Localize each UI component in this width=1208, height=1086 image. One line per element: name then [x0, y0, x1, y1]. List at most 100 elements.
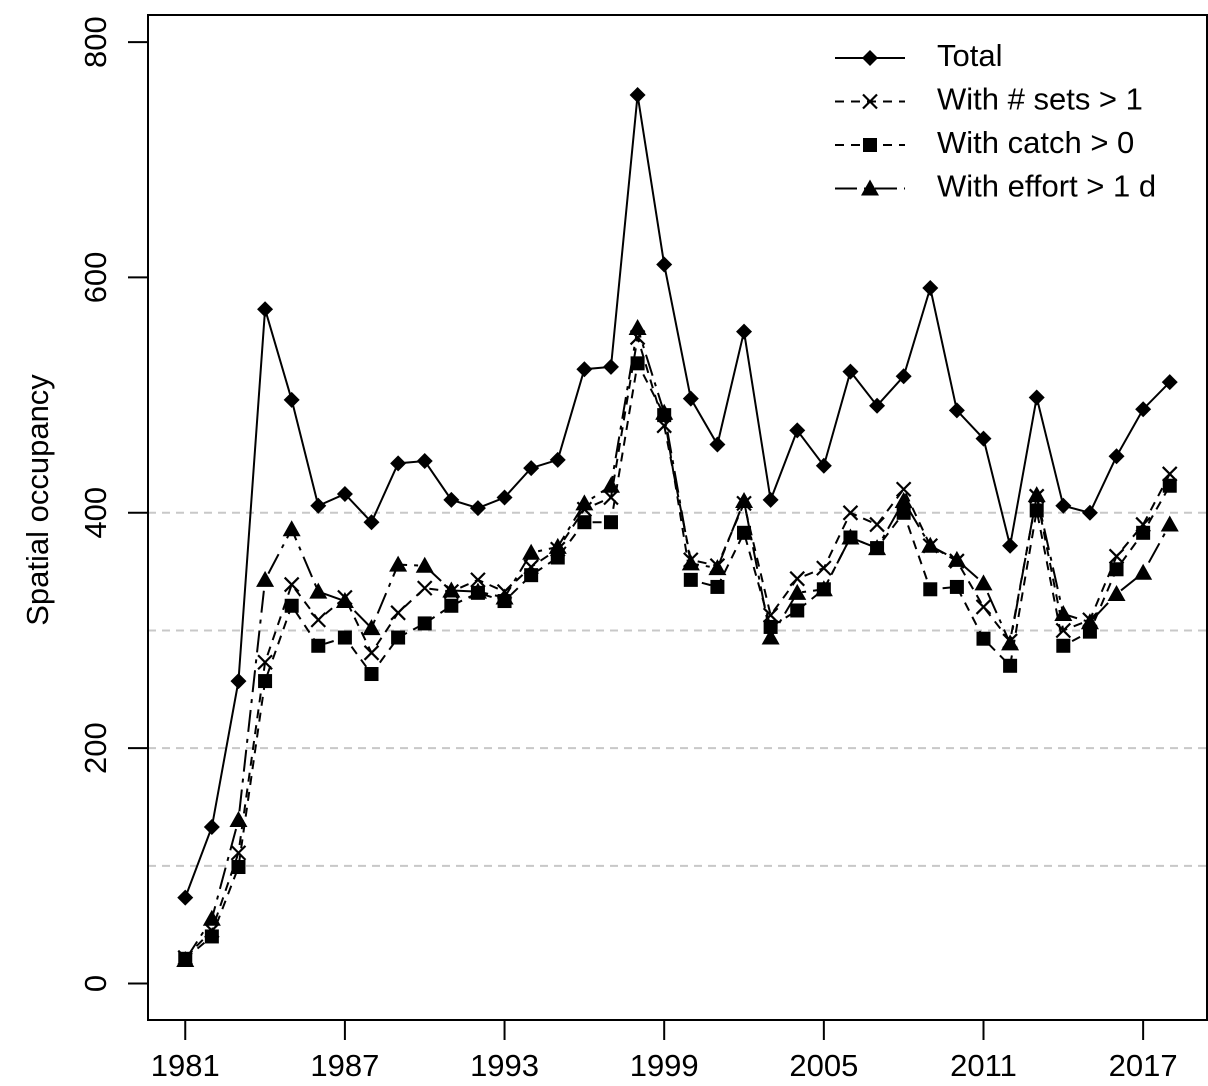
- marker-x: [283, 576, 300, 593]
- plot-frame: [147, 14, 1208, 1021]
- marker-diamond: [815, 457, 832, 474]
- marker-diamond: [789, 422, 806, 439]
- marker-x: [363, 645, 380, 661]
- marker-triangle: [788, 583, 807, 600]
- marker-diamond: [283, 391, 300, 408]
- marker-triangle: [202, 909, 221, 926]
- marker-triangle: [442, 581, 461, 598]
- marker-triangle: [548, 537, 567, 554]
- marker-diamond: [203, 819, 220, 836]
- marker-triangle: [894, 492, 913, 509]
- marker-diamond: [363, 514, 380, 531]
- marker-square: [949, 579, 964, 594]
- marker-square: [444, 598, 459, 613]
- marker-triangle: [575, 494, 594, 511]
- marker-triangle: [522, 543, 541, 560]
- marker-diamond: [310, 497, 327, 514]
- marker-triangle: [601, 476, 620, 493]
- marker-square: [737, 525, 752, 540]
- marker-square: [710, 579, 725, 594]
- marker-x: [470, 572, 486, 588]
- y-tick-label: 600: [78, 252, 113, 304]
- marker-diamond: [1028, 389, 1045, 406]
- marker-square: [311, 638, 326, 653]
- series-line: [184, 94, 1171, 898]
- marker-triangle: [974, 574, 993, 591]
- y-axis-label: Spatial occupancy: [20, 374, 55, 626]
- marker-diamond: [523, 460, 540, 477]
- marker-diamond: [257, 301, 274, 318]
- marker-square: [284, 598, 299, 613]
- marker-diamond: [682, 390, 699, 407]
- marker-triangle: [1001, 634, 1020, 651]
- y-tick-label: 800: [78, 16, 113, 68]
- x-tick-label: 1981: [151, 1048, 220, 1083]
- marker-diamond: [709, 436, 726, 453]
- legend-marker: [862, 93, 878, 110]
- marker-triangle: [921, 536, 940, 553]
- marker-diamond: [1002, 537, 1019, 554]
- marker-triangle: [761, 628, 780, 645]
- marker-square: [231, 860, 246, 875]
- marker-diamond: [1161, 374, 1178, 391]
- legend-label: Total: [937, 38, 1002, 73]
- marker-diamond: [1135, 401, 1152, 418]
- marker-x: [230, 845, 247, 861]
- marker-triangle: [708, 559, 727, 576]
- marker-x: [762, 607, 779, 623]
- marker-x: [869, 516, 885, 533]
- marker-square: [364, 667, 379, 682]
- marker-diamond: [1055, 497, 1072, 514]
- marker-x: [1161, 466, 1178, 482]
- marker-square: [550, 550, 565, 565]
- marker-triangle: [1160, 515, 1179, 532]
- x-tick-label: 2017: [1109, 1048, 1178, 1083]
- marker-triangle: [735, 492, 754, 509]
- marker-x: [310, 612, 327, 628]
- marker-square: [258, 674, 273, 689]
- marker-triangle: [176, 950, 195, 967]
- marker-diamond: [762, 491, 779, 508]
- legend-marker: [861, 179, 879, 196]
- marker-diamond: [975, 430, 992, 447]
- marker-triangle: [415, 556, 434, 573]
- marker-square: [417, 616, 432, 631]
- marker-square: [1162, 478, 1177, 493]
- marker-diamond: [230, 673, 247, 690]
- marker-triangle: [468, 582, 487, 599]
- marker-triangle: [362, 619, 381, 636]
- marker-x: [895, 481, 912, 498]
- marker-square: [524, 568, 539, 583]
- marker-diamond: [602, 358, 619, 375]
- marker-square: [1109, 562, 1124, 577]
- marker-square: [1136, 525, 1151, 540]
- marker-triangle: [1134, 563, 1153, 580]
- marker-triangle: [1080, 613, 1099, 630]
- marker-diamond: [177, 889, 194, 906]
- x-tick-label: 1999: [630, 1048, 699, 1083]
- marker-triangle: [841, 528, 860, 545]
- marker-x: [416, 580, 433, 596]
- x-tick-label: 2011: [950, 1048, 1017, 1083]
- marker-diamond: [416, 453, 433, 470]
- marker-diamond: [895, 368, 912, 385]
- marker-square: [683, 572, 698, 587]
- marker-square: [204, 929, 219, 944]
- marker-square: [976, 631, 991, 646]
- legend-label: With # sets > 1: [937, 82, 1143, 117]
- marker-x: [975, 599, 992, 615]
- marker-triangle: [229, 810, 248, 827]
- marker-diamond: [869, 397, 886, 414]
- marker-diamond: [736, 323, 753, 340]
- marker-x: [789, 570, 806, 587]
- marker-diamond: [496, 489, 513, 506]
- marker-triangle: [947, 550, 966, 567]
- marker-triangle: [282, 520, 301, 537]
- y-tick-label: 200: [78, 722, 113, 774]
- marker-triangle: [389, 555, 408, 572]
- marker-square: [630, 356, 645, 371]
- legend-label: With effort > 1 d: [937, 169, 1156, 204]
- marker-square: [790, 603, 805, 618]
- marker-diamond: [1081, 504, 1098, 521]
